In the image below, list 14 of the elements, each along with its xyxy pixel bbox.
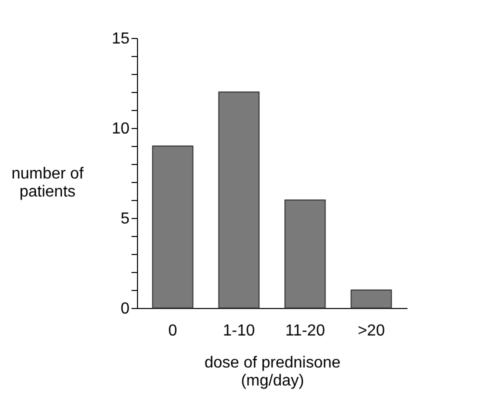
x-tick-label: >20 [358,322,385,340]
y-tick-label: 5 [120,210,130,228]
bar [350,290,392,308]
x-tick-label: 0 [168,322,178,340]
bar [284,200,326,308]
y-tick-label: 0 [120,300,130,318]
y-tick-label: 10 [112,120,130,138]
x-tick-label: 1-10 [222,322,256,340]
bar [152,146,194,308]
x-tick-label: 11-20 [285,322,326,340]
bar [218,92,260,308]
x-axis-title: dose of prednisone (mg/day) [204,354,341,390]
y-axis-title: number of patients [11,166,84,200]
y-tick-label: 15 [112,30,130,48]
